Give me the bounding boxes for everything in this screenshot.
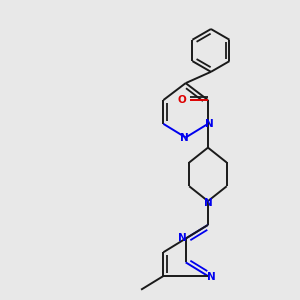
Text: N: N: [180, 133, 189, 142]
Text: N: N: [178, 233, 187, 243]
Text: N: N: [207, 272, 216, 282]
Text: O: O: [178, 95, 187, 105]
Text: N: N: [205, 119, 214, 129]
Text: N: N: [204, 198, 212, 208]
